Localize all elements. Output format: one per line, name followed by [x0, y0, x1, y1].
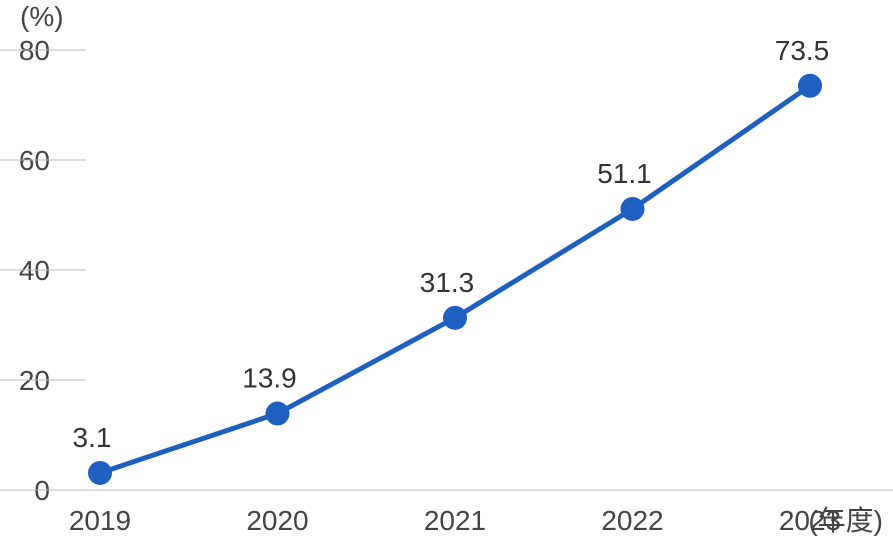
- x-tick-label: 2020: [246, 505, 308, 536]
- data-marker: [88, 461, 112, 485]
- data-label: 31.3: [420, 267, 475, 298]
- data-label: 13.9: [242, 363, 297, 394]
- x-axis-suffix: (年度): [808, 505, 883, 536]
- x-tick-label: 2022: [601, 505, 663, 536]
- x-tick-label: 2019: [69, 505, 131, 536]
- data-label: 73.5: [775, 35, 830, 66]
- data-label: 51.1: [597, 158, 652, 189]
- data-marker: [798, 74, 822, 98]
- line-chart: (%)02040608020192020202120222023(年度)3.11…: [0, 0, 893, 560]
- data-marker: [266, 402, 290, 426]
- data-marker: [621, 197, 645, 221]
- data-marker: [443, 306, 467, 330]
- data-label: 3.1: [73, 422, 112, 453]
- x-tick-label: 2021: [424, 505, 486, 536]
- y-unit-label: (%): [20, 1, 64, 32]
- chart-svg: (%)02040608020192020202120222023(年度)3.11…: [0, 0, 893, 560]
